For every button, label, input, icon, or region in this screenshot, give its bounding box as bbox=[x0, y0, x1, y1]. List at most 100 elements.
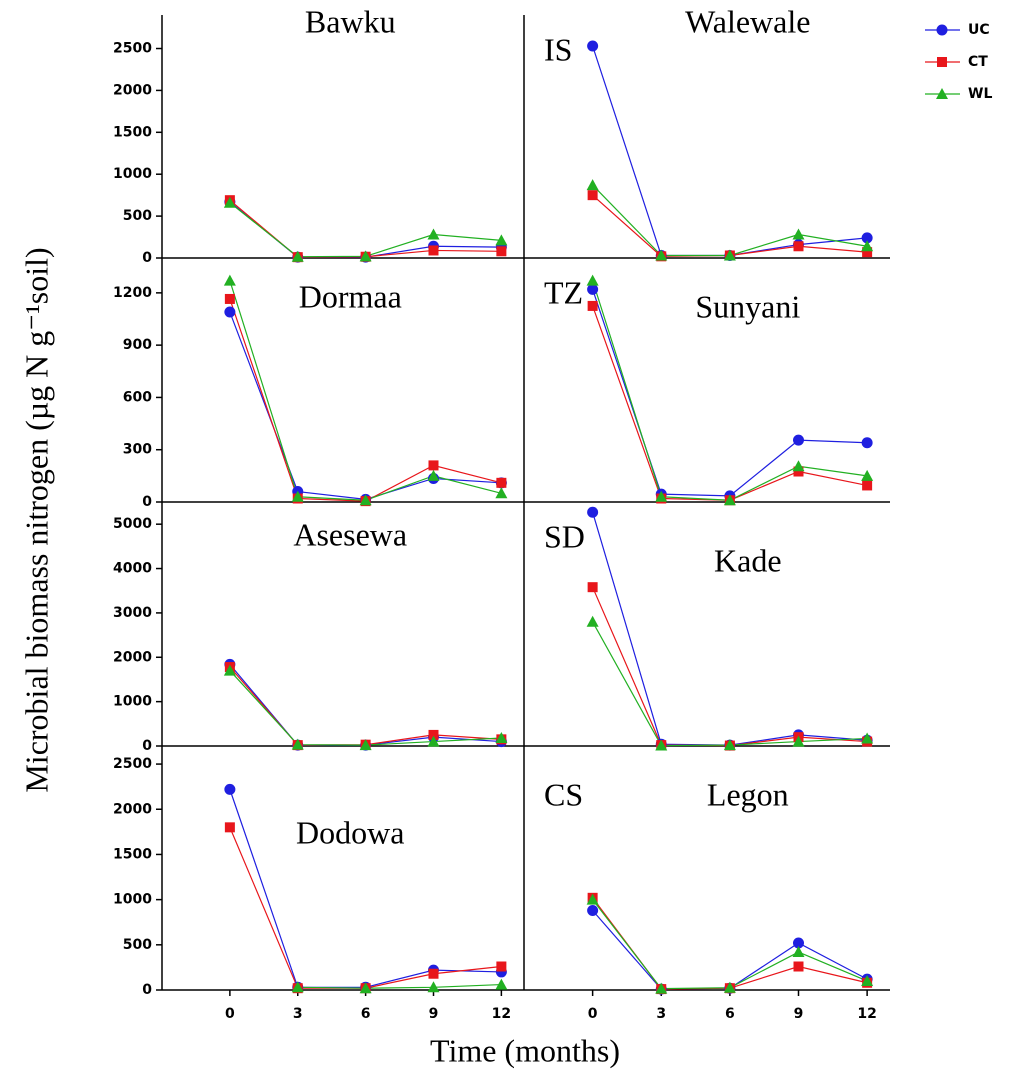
panel-title: Sunyani bbox=[695, 288, 800, 324]
y-tick-label: 500 bbox=[123, 208, 152, 224]
y-tick-label: 1500 bbox=[113, 124, 152, 140]
series-line bbox=[230, 299, 502, 501]
legend-label: UC bbox=[968, 22, 990, 38]
y-tick-label: 5000 bbox=[113, 516, 152, 532]
panel-title: Legon bbox=[707, 776, 789, 812]
y-tick-label: 500 bbox=[123, 937, 152, 953]
zone-label: SD bbox=[544, 518, 585, 554]
marker bbox=[429, 460, 439, 470]
y-tick-label: 1200 bbox=[113, 285, 152, 301]
marker bbox=[428, 229, 440, 240]
x-tick-label: 6 bbox=[361, 1006, 371, 1022]
y-tick-label: 0 bbox=[142, 494, 152, 510]
series-line bbox=[230, 312, 502, 499]
marker bbox=[587, 507, 598, 518]
y-tick-label: 600 bbox=[123, 389, 152, 405]
series-line bbox=[230, 664, 502, 745]
legend-label: WL bbox=[968, 86, 992, 102]
y-axis-label: Microbial biomass nitrogen (µg N g⁻¹soil… bbox=[18, 247, 54, 792]
series-line bbox=[593, 900, 868, 989]
x-axis-label: Time (months) bbox=[430, 1032, 620, 1068]
series-line bbox=[593, 587, 868, 745]
marker bbox=[587, 616, 599, 627]
panel-title: Dodowa bbox=[296, 814, 404, 850]
zone-label: TZ bbox=[544, 274, 583, 310]
marker bbox=[429, 245, 439, 255]
series-line bbox=[593, 195, 868, 256]
panel-title: Asesewa bbox=[293, 516, 407, 552]
marker bbox=[587, 179, 599, 190]
marker bbox=[587, 275, 599, 286]
x-tick-label: 3 bbox=[293, 1006, 303, 1022]
legend-marker bbox=[937, 25, 948, 36]
series-line bbox=[593, 306, 868, 500]
zone-label: CS bbox=[544, 776, 583, 812]
marker bbox=[793, 460, 805, 471]
legend-marker bbox=[937, 57, 947, 67]
chart: Microbial biomass nitrogen (µg N g⁻¹soil… bbox=[0, 0, 1019, 1074]
y-tick-label: 1000 bbox=[113, 892, 152, 908]
marker bbox=[793, 435, 804, 446]
panel-title: Kade bbox=[714, 542, 782, 578]
marker bbox=[588, 190, 598, 200]
series-line bbox=[593, 898, 868, 989]
marker bbox=[587, 41, 598, 52]
legend-label: CT bbox=[968, 54, 988, 70]
y-tick-label: 300 bbox=[123, 442, 152, 458]
marker bbox=[495, 979, 507, 990]
x-tick-label: 9 bbox=[794, 1006, 804, 1022]
marker bbox=[224, 307, 235, 318]
y-tick-label: 2000 bbox=[113, 649, 152, 665]
marker bbox=[496, 246, 506, 256]
y-tick-label: 3000 bbox=[113, 605, 152, 621]
y-tick-label: 0 bbox=[142, 250, 152, 266]
y-tick-label: 1000 bbox=[113, 694, 152, 710]
x-tick-label: 12 bbox=[492, 1006, 511, 1022]
series-line bbox=[230, 202, 502, 257]
y-tick-label: 2000 bbox=[113, 801, 152, 817]
marker bbox=[496, 962, 506, 972]
series-line bbox=[593, 46, 868, 255]
series-line bbox=[298, 985, 502, 989]
marker bbox=[794, 241, 804, 251]
marker bbox=[224, 784, 235, 795]
x-tick-label: 9 bbox=[429, 1006, 439, 1022]
marker bbox=[224, 275, 236, 286]
y-tick-label: 1000 bbox=[113, 166, 152, 182]
marker bbox=[496, 478, 506, 488]
series-line bbox=[230, 200, 502, 257]
panel-title: Dormaa bbox=[299, 278, 402, 314]
marker bbox=[862, 480, 872, 490]
marker bbox=[225, 822, 235, 832]
marker bbox=[793, 229, 805, 240]
panel-title: Bawku bbox=[305, 3, 396, 39]
y-tick-label: 2000 bbox=[113, 82, 152, 98]
panel-title: Walewale bbox=[685, 3, 810, 39]
marker bbox=[588, 582, 598, 592]
y-tick-label: 4000 bbox=[113, 561, 152, 577]
series-line bbox=[230, 671, 502, 746]
series-line bbox=[593, 185, 868, 255]
series-line bbox=[593, 910, 868, 989]
marker bbox=[588, 301, 598, 311]
series-line bbox=[230, 203, 502, 257]
marker bbox=[225, 294, 235, 304]
x-tick-label: 0 bbox=[225, 1006, 235, 1022]
marker bbox=[429, 969, 439, 979]
y-tick-label: 1500 bbox=[113, 846, 152, 862]
marker bbox=[587, 905, 598, 916]
marker bbox=[794, 962, 804, 972]
series-line bbox=[593, 622, 868, 746]
y-tick-label: 0 bbox=[142, 982, 152, 998]
y-tick-label: 0 bbox=[142, 738, 152, 754]
marker bbox=[862, 437, 873, 448]
y-tick-label: 2500 bbox=[113, 756, 152, 772]
x-tick-label: 6 bbox=[725, 1006, 735, 1022]
x-tick-label: 3 bbox=[656, 1006, 666, 1022]
y-tick-label: 2500 bbox=[113, 41, 152, 57]
series-line bbox=[230, 667, 502, 745]
x-tick-label: 0 bbox=[588, 1006, 598, 1022]
zone-label: IS bbox=[544, 31, 572, 67]
x-tick-label: 12 bbox=[857, 1006, 876, 1022]
marker bbox=[793, 946, 805, 957]
